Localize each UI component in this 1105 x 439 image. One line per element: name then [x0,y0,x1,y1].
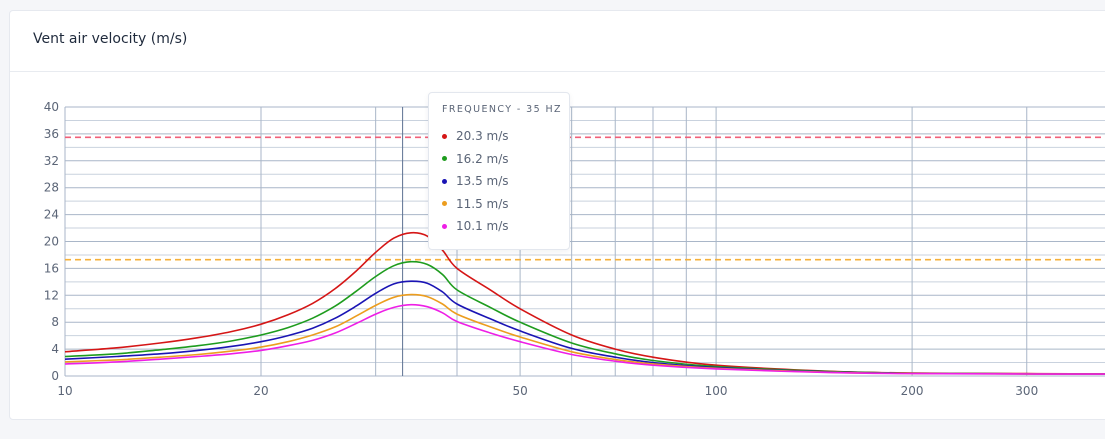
y-tick-label: 36 [44,127,59,141]
y-tick-label: 12 [44,288,59,302]
series-dot-icon [442,201,447,207]
chart-title: Vent air velocity (m/s) [33,31,188,47]
series-dot-icon [442,133,447,139]
x-tick-label: 20 [253,384,268,398]
tooltip-value: 13.5 m/s [456,174,509,189]
y-tick-label: 20 [44,235,59,249]
x-tick-label: 200 [901,384,924,398]
y-tick-label: 24 [44,208,59,222]
y-tick-label: 28 [44,181,59,195]
y-tick-label: 40 [44,100,59,114]
tooltip-title: FREQUENCY - 35 HZ [442,104,562,115]
y-tick-label: 0 [51,369,59,383]
y-tick-label: 4 [51,342,59,356]
series-dot-icon [442,156,447,162]
card-header: Vent air velocity (m/s) [10,11,1105,72]
y-tick-label: 8 [51,315,59,329]
y-tick-label: 16 [44,261,59,275]
tooltip-value: 16.2 m/s [456,151,509,166]
tooltip-value: 20.3 m/s [456,129,509,144]
series-line [64,303,1105,375]
tooltip-row: 11.5 m/s [442,193,509,216]
x-tick-label: 10 [57,384,72,398]
tooltip-value: 10.1 m/s [456,219,509,234]
tooltip-row: 16.2 m/s [442,148,509,171]
x-tick-label: 300 [1015,384,1038,398]
series-dot-icon [442,178,447,184]
x-tick-label: 100 [705,384,728,398]
tooltip-row: 10.1 m/s [442,215,509,238]
tooltip-value: 11.5 m/s [456,196,509,211]
x-tick-label: 50 [512,384,527,398]
chart-tooltip: FREQUENCY - 35 HZ 20.3 m/s 16.2 m/s 13.5… [428,92,570,250]
tooltip-row: 20.3 m/s [442,125,509,148]
series-dot-icon [442,223,447,229]
tooltip-row: 13.5 m/s [442,170,509,193]
y-tick-label: 32 [44,154,59,168]
